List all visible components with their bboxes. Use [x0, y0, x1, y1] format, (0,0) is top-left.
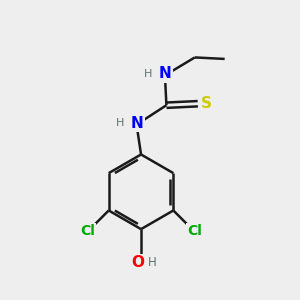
Text: S: S [201, 96, 212, 111]
Text: Cl: Cl [188, 224, 202, 239]
Text: H: H [144, 69, 153, 79]
Text: N: N [130, 116, 143, 130]
Text: N: N [159, 66, 171, 81]
Text: H: H [116, 118, 124, 128]
Text: O: O [132, 255, 145, 270]
Text: H: H [148, 256, 157, 269]
Text: Cl: Cl [80, 224, 95, 239]
